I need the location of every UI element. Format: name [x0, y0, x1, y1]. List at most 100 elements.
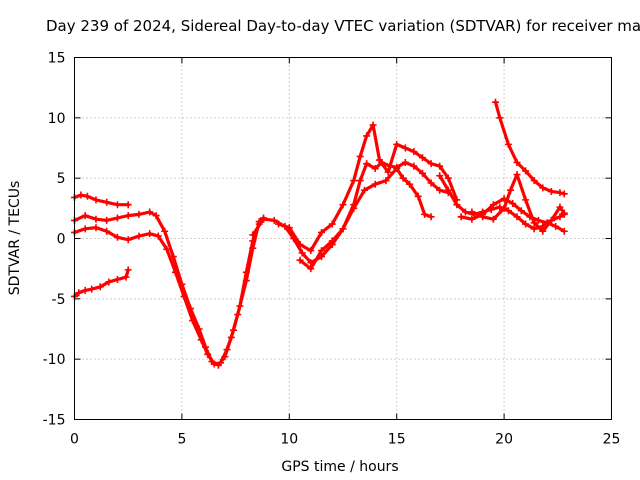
data-point [204, 350, 212, 358]
series-9 [492, 98, 568, 198]
data-point [242, 268, 250, 276]
data-point [427, 179, 435, 187]
data-point [328, 220, 336, 228]
chart-title: Day 239 of 2024, Sidereal Day-to-day VTE… [46, 17, 640, 35]
series-line [72, 268, 130, 298]
data-point [197, 336, 205, 344]
data-point [556, 213, 564, 221]
data-point [530, 225, 538, 233]
data-point [427, 160, 435, 168]
data-point [318, 228, 326, 236]
data-point [339, 225, 347, 233]
data-point [461, 208, 469, 216]
data-point [113, 233, 121, 241]
series-line [72, 210, 266, 367]
series-line [470, 172, 566, 233]
data-point [307, 247, 315, 255]
data-point [103, 198, 111, 206]
series-2 [71, 191, 132, 209]
data-point [135, 210, 143, 218]
data-point [124, 266, 132, 274]
data-point [350, 204, 358, 212]
data-point [560, 209, 568, 217]
data-point [534, 216, 542, 224]
data-point [547, 187, 555, 195]
data-point [401, 158, 409, 166]
data-point [122, 273, 130, 281]
data-series [71, 98, 568, 369]
y-tick-label: -5 [52, 292, 66, 308]
series-7 [296, 165, 435, 273]
data-point [103, 227, 111, 235]
series-line [72, 193, 130, 207]
data-point [113, 276, 121, 284]
data-point [547, 216, 555, 224]
data-point [492, 98, 500, 106]
data-point [307, 265, 315, 273]
data-point [418, 169, 426, 177]
series-11 [468, 171, 568, 235]
data-point [103, 216, 111, 224]
data-point [427, 213, 435, 221]
data-point [556, 189, 564, 197]
data-point [249, 231, 257, 239]
data-point [489, 201, 497, 209]
data-point [229, 326, 237, 334]
data-point [410, 148, 418, 156]
data-point [154, 232, 162, 240]
data-point [171, 268, 179, 276]
data-point [152, 212, 160, 220]
data-point [328, 237, 336, 245]
data-point [418, 154, 426, 162]
data-point [376, 156, 384, 164]
data-point [539, 227, 547, 235]
series-1 [71, 266, 132, 300]
y-tick-label: -10 [43, 352, 66, 368]
data-point [363, 160, 371, 168]
data-point [88, 285, 96, 293]
data-point [92, 196, 100, 204]
y-axis-title: SDTVAR / TECUs [7, 181, 23, 296]
y-tick-label: 10 [48, 111, 66, 127]
data-point [124, 236, 132, 244]
data-point [436, 172, 444, 180]
data-point [113, 214, 121, 222]
data-point [513, 171, 521, 179]
data-point [556, 203, 564, 211]
data-point [356, 152, 364, 160]
data-point [421, 210, 429, 218]
series-line [72, 222, 261, 366]
y-tick-label: -15 [43, 413, 66, 429]
data-point [399, 174, 407, 182]
data-point [189, 317, 197, 325]
data-point [393, 140, 401, 148]
axes: 0 5 10 15 20 25 -15 -10 -5 0 5 10 15 [43, 51, 621, 448]
data-point [517, 207, 525, 215]
data-point [210, 360, 218, 368]
data-point [436, 186, 444, 194]
data-point [489, 215, 497, 223]
data-point [457, 213, 465, 221]
plot-frame [74, 57, 612, 420]
data-point [371, 180, 379, 188]
data-point [81, 225, 89, 233]
data-point [468, 208, 476, 216]
data-point [384, 168, 392, 176]
data-point [296, 241, 304, 249]
data-point [539, 184, 547, 192]
grid [74, 57, 612, 420]
data-point [479, 213, 487, 221]
data-point [285, 224, 293, 232]
data-point [223, 346, 231, 354]
data-point [350, 177, 358, 185]
data-point [410, 162, 418, 170]
data-point [552, 222, 560, 230]
data-point [504, 207, 512, 215]
data-point [560, 190, 568, 198]
data-point [113, 201, 121, 209]
data-point [217, 359, 225, 367]
data-point [96, 283, 104, 291]
data-point [468, 215, 476, 223]
data-point [83, 192, 91, 200]
data-point [530, 177, 538, 185]
